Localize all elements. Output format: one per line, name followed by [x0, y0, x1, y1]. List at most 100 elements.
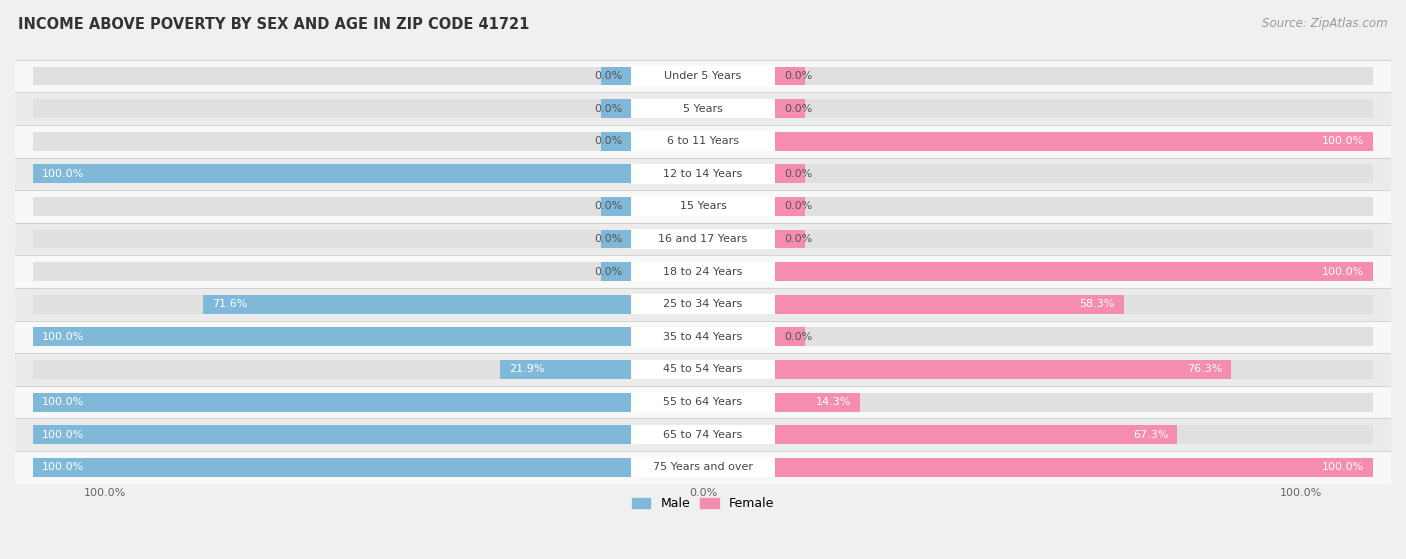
Bar: [631, 131, 775, 151]
Bar: [32, 132, 703, 151]
Text: 100.0%: 100.0%: [42, 169, 84, 179]
Text: 5 Years: 5 Years: [683, 103, 723, 113]
Bar: [703, 425, 1374, 444]
Bar: [631, 457, 775, 477]
Bar: [703, 230, 804, 249]
Text: 0.0%: 0.0%: [783, 234, 813, 244]
Bar: [15, 418, 1391, 451]
Text: 76.3%: 76.3%: [1187, 364, 1222, 375]
Text: 0.0%: 0.0%: [783, 103, 813, 113]
Bar: [32, 458, 703, 477]
Bar: [703, 99, 804, 118]
Text: 12 to 14 Years: 12 to 14 Years: [664, 169, 742, 179]
Bar: [32, 262, 703, 281]
Text: 100.0%: 100.0%: [1322, 462, 1364, 472]
Bar: [703, 425, 1177, 444]
Bar: [15, 190, 1391, 222]
Bar: [15, 222, 1391, 255]
Bar: [631, 66, 775, 86]
Bar: [703, 392, 860, 411]
Bar: [631, 164, 775, 183]
Bar: [703, 67, 804, 86]
Text: 100.0%: 100.0%: [42, 462, 84, 472]
Bar: [703, 392, 1374, 411]
Text: 0.0%: 0.0%: [783, 332, 813, 342]
Bar: [703, 132, 1374, 151]
Text: 0.0%: 0.0%: [783, 201, 813, 211]
Bar: [15, 320, 1391, 353]
Bar: [602, 132, 703, 151]
Bar: [15, 125, 1391, 158]
Bar: [703, 458, 1374, 477]
Bar: [703, 295, 1374, 314]
Text: 14.3%: 14.3%: [815, 397, 852, 407]
Bar: [703, 295, 1123, 314]
Bar: [703, 132, 1374, 151]
Bar: [631, 229, 775, 249]
Text: 6 to 11 Years: 6 to 11 Years: [666, 136, 740, 146]
Bar: [703, 328, 804, 347]
Text: 55 to 64 Years: 55 to 64 Years: [664, 397, 742, 407]
Bar: [32, 99, 703, 118]
Text: 100.0%: 100.0%: [1322, 267, 1364, 277]
Bar: [202, 295, 703, 314]
Bar: [602, 230, 703, 249]
Text: 18 to 24 Years: 18 to 24 Years: [664, 267, 742, 277]
Text: 67.3%: 67.3%: [1133, 430, 1168, 440]
Bar: [631, 359, 775, 379]
Bar: [15, 92, 1391, 125]
Bar: [631, 295, 775, 314]
Text: 0.0%: 0.0%: [593, 267, 623, 277]
Bar: [32, 328, 703, 347]
Bar: [703, 458, 1374, 477]
Text: 100.0%: 100.0%: [42, 430, 84, 440]
Text: 25 to 34 Years: 25 to 34 Years: [664, 299, 742, 309]
Text: 0.0%: 0.0%: [593, 103, 623, 113]
Text: 0.0%: 0.0%: [593, 234, 623, 244]
Text: 35 to 44 Years: 35 to 44 Years: [664, 332, 742, 342]
Text: 0.0%: 0.0%: [783, 169, 813, 179]
Bar: [602, 197, 703, 216]
Bar: [631, 392, 775, 412]
Bar: [631, 197, 775, 216]
Bar: [32, 230, 703, 249]
Bar: [15, 353, 1391, 386]
Text: Under 5 Years: Under 5 Years: [665, 71, 741, 81]
Text: 100.0%: 100.0%: [1322, 136, 1364, 146]
Bar: [32, 197, 703, 216]
Bar: [32, 67, 703, 86]
Text: 21.9%: 21.9%: [509, 364, 544, 375]
Bar: [32, 392, 703, 411]
Bar: [703, 67, 1374, 86]
Bar: [602, 67, 703, 86]
Bar: [703, 262, 1374, 281]
Bar: [32, 392, 703, 411]
Bar: [602, 262, 703, 281]
Text: 0.0%: 0.0%: [783, 71, 813, 81]
Text: 45 to 54 Years: 45 to 54 Years: [664, 364, 742, 375]
Text: 75 Years and over: 75 Years and over: [652, 462, 754, 472]
Bar: [501, 360, 703, 379]
Bar: [15, 255, 1391, 288]
Bar: [15, 288, 1391, 320]
Bar: [703, 164, 1374, 183]
Bar: [703, 328, 1374, 347]
Bar: [15, 451, 1391, 484]
Bar: [32, 360, 703, 379]
Bar: [703, 99, 1374, 118]
Bar: [32, 425, 703, 444]
Bar: [703, 164, 804, 183]
Bar: [15, 158, 1391, 190]
Text: 16 and 17 Years: 16 and 17 Years: [658, 234, 748, 244]
Text: 0.0%: 0.0%: [593, 136, 623, 146]
Text: 0.0%: 0.0%: [593, 201, 623, 211]
Bar: [631, 99, 775, 119]
Text: 65 to 74 Years: 65 to 74 Years: [664, 430, 742, 440]
Text: 100.0%: 100.0%: [42, 397, 84, 407]
Bar: [15, 60, 1391, 92]
Text: 100.0%: 100.0%: [42, 332, 84, 342]
Bar: [703, 230, 1374, 249]
Text: INCOME ABOVE POVERTY BY SEX AND AGE IN ZIP CODE 41721: INCOME ABOVE POVERTY BY SEX AND AGE IN Z…: [18, 17, 530, 32]
Bar: [32, 425, 703, 444]
Bar: [703, 197, 804, 216]
